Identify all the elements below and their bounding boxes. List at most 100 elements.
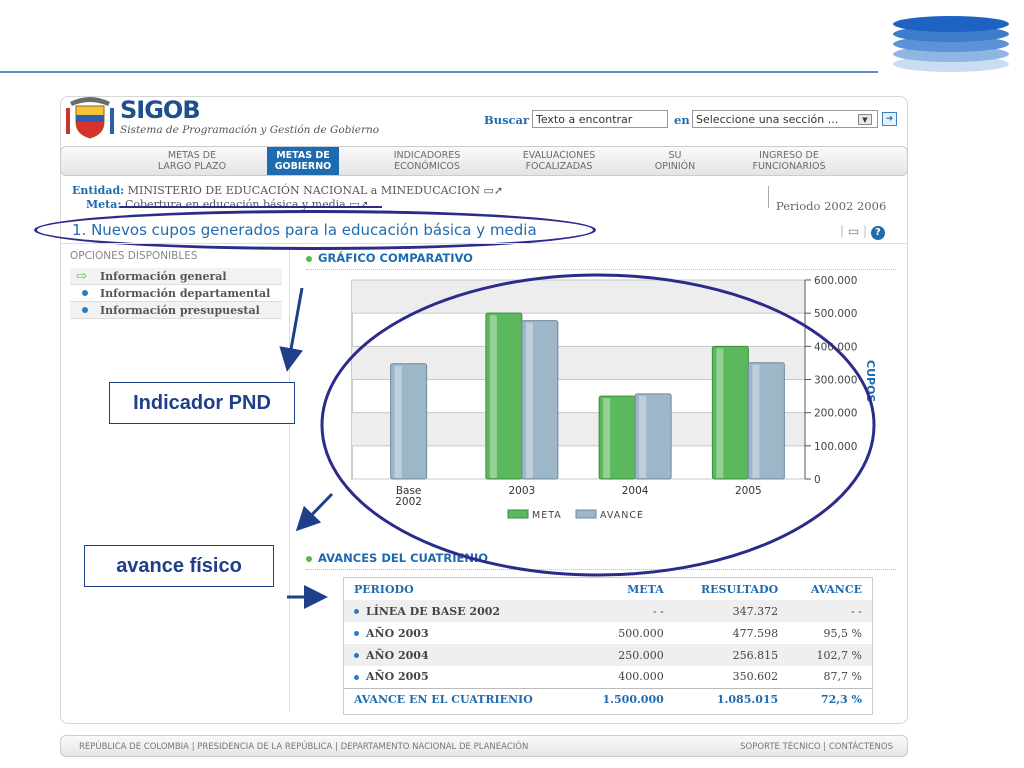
table-cell: 95,5 %: [823, 626, 862, 640]
sidebar: OPCIONES DISPONIBLES ⇨ Información gener…: [70, 250, 290, 712]
table-cell: 87,7 %: [823, 670, 862, 684]
bullet-icon: [354, 674, 359, 680]
chart-section-title: GRÁFICO COMPARATIVO: [318, 251, 473, 265]
bar-highlight: [752, 364, 760, 478]
periodo-label: Periodo 2002 2006: [776, 199, 887, 213]
bullet-icon: [82, 290, 88, 296]
bar-highlight: [603, 398, 611, 478]
table-cell: 500.000: [618, 626, 664, 640]
y-axis-label: CUPOS: [864, 360, 877, 402]
table-cell: AÑO 2005: [344, 666, 578, 688]
title-tools: | ▭ | ?: [840, 224, 885, 240]
x-tick-label: 2002: [395, 496, 422, 508]
bullet-icon: [354, 609, 359, 614]
table-row[interactable]: AÑO 2005 400.000 350.602 87,7 %: [344, 666, 872, 688]
table-cell: - -: [578, 600, 674, 622]
table-row[interactable]: LÍNEA DE BASE 2002 - - 347.372 - -: [344, 600, 872, 622]
table-cell: AÑO 2004: [344, 644, 579, 666]
go-arrow-icon[interactable]: ➜: [882, 112, 897, 126]
bullet-icon: [354, 653, 359, 658]
table-cell: LÍNEA DE BASE 2002: [344, 600, 579, 622]
tab-indicadores-economicos[interactable]: INDICADORES ECONÓMICOS: [393, 150, 461, 172]
avances-table: PERIODO META RESULTADO AVANCE LÍNEA DE B…: [343, 577, 873, 715]
legend-swatch: [575, 509, 597, 519]
table-row[interactable]: AÑO 2003 500.000 477.598 95,5 %: [344, 622, 872, 644]
table-cell: 1.085.015: [673, 687, 789, 710]
bar-highlight: [639, 395, 647, 478]
avance-fisico-callout: avance físico: [84, 545, 274, 587]
section-select[interactable]: Seleccione una sección ...: [692, 110, 878, 128]
table-cell: AVANCE EN EL CUATRIENIO: [344, 687, 579, 710]
chevron-down-icon[interactable]: ▼: [858, 114, 872, 125]
meta-label: Meta:: [86, 198, 122, 211]
table-cell: AÑO 2003: [344, 622, 578, 644]
tab-su-opinion[interactable]: SU OPINIÓN: [654, 150, 696, 172]
table-cell: 350.602: [732, 670, 779, 684]
table-cell: 256.815: [673, 644, 789, 666]
footer-links-left[interactable]: REPÚBLICA DE COLOMBIA | PRESIDENCIA DE L…: [79, 742, 529, 752]
bar-highlight: [525, 322, 533, 478]
bar-highlight: [394, 365, 402, 478]
sigob-logo[interactable]: SIGOB Sistema de Programación y Gestión …: [64, 94, 424, 140]
main-nav: METAS DE LARGO PLAZO METAS DE GOBIERNO I…: [60, 146, 908, 176]
tab-ingreso-funcionarios[interactable]: INGRESO DE FUNCIONARIOS: [752, 150, 826, 172]
sidebar-item-informacion-departamental[interactable]: Información departamental: [70, 285, 282, 302]
help-icon[interactable]: ?: [870, 226, 885, 240]
period-label: AÑO 2003: [366, 626, 429, 640]
y-tick-label: 200.000: [814, 408, 857, 420]
column-header: PERIODO: [354, 582, 414, 596]
table-cell: 250.000: [578, 644, 674, 666]
bullet-icon: [82, 307, 88, 313]
tab-metas-largo-plazo[interactable]: METAS DE LARGO PLAZO: [157, 150, 227, 172]
coat-of-arms-icon: [66, 97, 114, 139]
table-total-row: AVANCE EN EL CUATRIENIO 1.500.000 1.085.…: [344, 687, 872, 710]
annotation-strike: [120, 206, 382, 208]
entidad-value: MINISTERIO DE EDUCACIÓN NACIONAL a MINED…: [127, 184, 480, 197]
legend-label: AVANCE: [600, 510, 644, 521]
entidad-line: Entidad: MINISTERIO DE EDUCACIÓN NACIONA…: [72, 184, 503, 197]
tab-metas-gobierno[interactable]: METAS DE GOBIERNO: [267, 147, 339, 175]
in-label: en: [674, 113, 690, 127]
export-icon[interactable]: ▭➚: [483, 184, 504, 197]
sidebar-list: ⇨ Información general Información depart…: [70, 268, 282, 319]
sidebar-item-label: Información presupuestal: [100, 304, 260, 317]
divider: [306, 569, 896, 570]
sidebar-heading: OPCIONES DISPONIBLES: [70, 250, 198, 262]
column-header: AVANCE: [810, 582, 862, 596]
sidebar-item-informacion-presupuestal[interactable]: Información presupuestal: [70, 302, 282, 319]
export-icon[interactable]: ▭➚: [349, 198, 369, 211]
table-cell: 102,7 %: [788, 644, 872, 666]
search-input[interactable]: Texto a encontrar: [532, 110, 668, 128]
table-cell: 1.500.000: [578, 687, 674, 710]
legend-label: META: [532, 510, 562, 521]
sidebar-item-label: Información departamental: [100, 287, 271, 300]
sidebar-item-label: Información general: [100, 270, 227, 283]
table-cell: 347.372: [673, 600, 789, 622]
chart-section-heading: GRÁFICO COMPARATIVO: [306, 251, 473, 265]
table-header-row: PERIODO META RESULTADO AVANCE: [344, 578, 872, 600]
header-rule: [0, 71, 878, 73]
footer-links-right[interactable]: SOPORTE TÉCNICO | CONTÁCTENOS: [740, 742, 893, 752]
tab-evaluaciones-focalizadas[interactable]: EVALUACIONES FOCALIZADAS: [522, 150, 596, 172]
table-cell: - -: [788, 600, 872, 622]
sidebar-item-informacion-general[interactable]: ⇨ Información general: [70, 268, 282, 285]
entidad-label: Entidad:: [72, 184, 125, 197]
table-section-heading: AVANCES DEL CUATRIENIO: [306, 551, 488, 565]
period-label: AÑO 2005: [366, 670, 429, 684]
period-label: LÍNEA DE BASE 2002: [366, 604, 501, 618]
bullet-icon: [354, 631, 359, 636]
presentation-icon[interactable]: ▭: [847, 224, 860, 238]
grid-band: [352, 280, 805, 314]
table-row[interactable]: AÑO 2004 250.000 256.815 102,7 %: [344, 644, 872, 666]
y-tick-label: 500.000: [814, 308, 857, 320]
divider: [306, 269, 896, 270]
legend-swatch: [507, 509, 529, 519]
footer: REPÚBLICA DE COLOMBIA | PRESIDENCIA DE L…: [60, 735, 908, 757]
comparative-chart: 0 100.000 200.000 300.000 400.000 500.000 600.…: [351, 275, 877, 521]
bullet-icon: [306, 555, 312, 562]
table-cell: 477.598: [732, 626, 779, 640]
y-tick-label: 600.000: [814, 275, 857, 287]
x-tick-label: 2005: [735, 485, 762, 497]
period-label: AÑO 2004: [366, 648, 429, 662]
